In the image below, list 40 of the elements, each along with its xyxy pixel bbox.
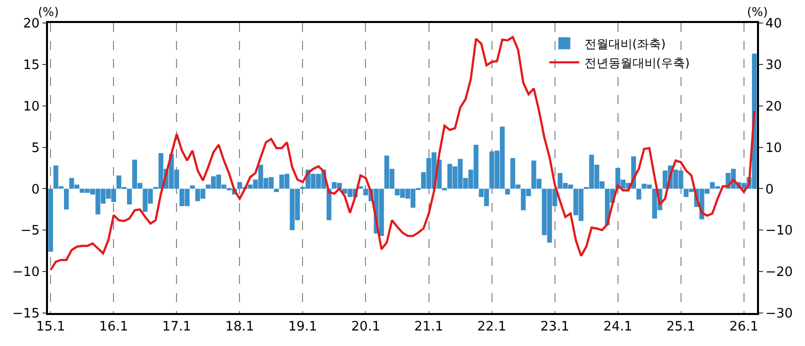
y-tick-label: −10	[12, 265, 40, 280]
x-tick-label: 17.1	[162, 319, 192, 334]
y2-tick-label: 10	[765, 140, 782, 156]
x-tick-label: 22.1	[477, 319, 506, 334]
bar	[274, 188, 279, 192]
x-tick-label: 26.1	[729, 319, 758, 334]
bar	[64, 188, 69, 210]
x-tick-label: 21.1	[414, 319, 444, 334]
line-series	[50, 36, 756, 272]
bar	[48, 188, 54, 252]
legend-label: 전월대비(좌축)	[584, 36, 666, 51]
y-tick-label: −15	[12, 306, 40, 322]
x-tick-label: 19.1	[288, 319, 318, 334]
x-tick-label: 16.1	[99, 319, 128, 334]
y-tick-label: 5	[31, 140, 40, 156]
y2-tick-label: 40	[765, 16, 782, 32]
y2-tick-label: 0	[765, 182, 774, 198]
y-tick-label: −5	[20, 224, 40, 239]
x-tick-label: 18.1	[225, 319, 254, 334]
y-tick-label: 15	[23, 58, 40, 73]
x-tick-label: 23.1	[540, 319, 570, 334]
y2-tick-label: −10	[765, 224, 793, 239]
y-axis-title: (%)	[38, 5, 59, 19]
bar	[636, 188, 642, 200]
y2-axis-title: (%)	[747, 5, 768, 19]
x-tick-label: 15.1	[36, 319, 66, 334]
x-tick-label: 25.1	[666, 319, 696, 334]
y2-tick-label: 20	[765, 99, 782, 114]
legend-label: 전년동월대비(우축)	[584, 56, 690, 70]
y-tick-label: 0	[31, 182, 40, 198]
y-tick-label: 10	[23, 99, 40, 114]
y2-tick-label: −30	[765, 306, 793, 322]
x-tick-label: 24.1	[603, 319, 632, 334]
bar	[326, 188, 332, 220]
y2-tick-label: 30	[765, 58, 782, 73]
bar	[505, 188, 510, 195]
y2-tick-label: −20	[765, 265, 793, 280]
x-tick-label: 20.1	[351, 319, 380, 334]
y-tick-label: 20	[23, 16, 40, 32]
bar	[190, 185, 195, 189]
